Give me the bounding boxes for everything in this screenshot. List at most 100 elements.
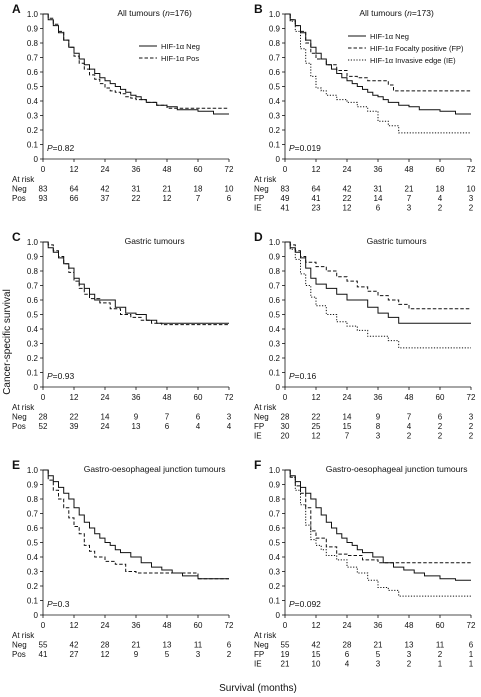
legend-label: HIF-1α Focalty positive (FP)	[370, 44, 464, 53]
y-tick-label: 0.9	[27, 481, 39, 490]
at-risk-count: 18	[436, 185, 445, 194]
x-tick-label: 36	[132, 165, 141, 174]
at-risk-count: 21	[405, 185, 414, 194]
y-tick-label: 0.5	[269, 83, 281, 92]
at-risk-count: 2	[469, 422, 474, 431]
at-risk-count: 15	[312, 650, 321, 659]
at-risk-count: 3	[407, 204, 412, 213]
series-line-dashed	[43, 469, 229, 580]
at-risk-count: 2	[438, 432, 443, 441]
y-tick-label: 0.9	[269, 253, 281, 262]
x-tick-label: 60	[194, 621, 203, 630]
at-risk-group: Neg	[12, 413, 27, 422]
at-risk-group: IE	[254, 204, 262, 213]
at-risk-group: FP	[254, 422, 264, 431]
y-tick-label: 0.8	[27, 39, 39, 48]
panel-F: F00.10.20.30.40.50.60.70.80.91.00 12 24 36 4…	[254, 458, 476, 669]
series-line-solid	[285, 469, 471, 581]
at-risk-count: 41	[39, 650, 48, 659]
at-risk-count: 9	[134, 413, 139, 422]
y-tick-label: 0.7	[27, 510, 39, 519]
y-tick-label: 0.8	[269, 39, 281, 48]
at-risk-count: 21	[132, 641, 141, 650]
series-line-solid	[43, 469, 229, 580]
x-tick-label: 24	[343, 393, 352, 402]
y-tick-label: 0.3	[269, 568, 281, 577]
at-risk-count: 49	[281, 194, 290, 203]
y-tick-label: 0.5	[27, 539, 39, 548]
at-risk-count: 22	[312, 413, 321, 422]
y-tick-label: 0.2	[269, 126, 281, 135]
at-risk-count: 52	[39, 422, 48, 431]
at-risk-count: 13	[405, 641, 414, 650]
at-risk-count: 2	[438, 422, 443, 431]
at-risk-count: 2	[227, 650, 232, 659]
panel-E: E00.10.20.30.40.50.60.70.80.91.00 12 24 36 4…	[12, 458, 234, 659]
y-tick-label: 0	[34, 383, 39, 392]
at-risk-count: 18	[194, 185, 203, 194]
panel-label: E	[12, 458, 20, 472]
at-risk-count: 1	[469, 660, 474, 669]
at-risk-count: 14	[343, 413, 352, 422]
legend-label: HIF-1α Invasive edge (IE)	[370, 56, 456, 65]
at-risk-label: At risk	[12, 631, 35, 640]
x-tick-label: 48	[163, 393, 172, 402]
x-tick-label: 24	[101, 165, 110, 174]
at-risk-count: 5	[376, 650, 381, 659]
y-tick-label: 1.0	[269, 238, 281, 247]
y-tick-label: 0.8	[269, 267, 281, 276]
legend-label: HIF-1α Pos	[161, 54, 199, 63]
panel-title: Gastro-oesophageal junction tumours	[326, 464, 468, 474]
at-risk-count: 9	[376, 413, 381, 422]
at-risk-count: 9	[134, 650, 139, 659]
y-tick-label: 0.2	[27, 582, 39, 591]
x-tick-label: 0	[283, 621, 288, 630]
at-risk-count: 2	[407, 432, 412, 441]
panel-label: C	[12, 230, 21, 244]
y-tick-label: 0	[34, 611, 39, 620]
panel-title: Gastric tumours	[125, 236, 185, 246]
x-tick-label: 12	[70, 165, 79, 174]
at-risk-count: 4	[196, 422, 201, 431]
x-tick-label: 24	[343, 621, 352, 630]
x-tick-label: 36	[374, 393, 383, 402]
at-risk-count: 6	[469, 641, 474, 650]
legend-label: HIF-1α Neg	[161, 42, 200, 51]
figure-xlabel: Survival (months)	[219, 683, 297, 694]
y-tick-label: 1.0	[27, 466, 39, 475]
x-tick-label: 36	[374, 621, 383, 630]
y-tick-label: 0.5	[269, 311, 281, 320]
x-tick-label: 48	[405, 393, 414, 402]
y-tick-label: 0.2	[269, 582, 281, 591]
y-tick-label: 0.2	[269, 354, 281, 363]
y-tick-label: 0.9	[269, 25, 281, 34]
panel-A: A 0 0.1 0.2 0.3 0.4 0.5 0.6 0.7 0.8 0.9 1.0 0 12 24 36 4…	[12, 2, 234, 203]
y-tick-label: 0.2	[27, 126, 39, 135]
series-line-solid	[285, 241, 471, 324]
panel-C: C00.10.20.30.40.50.60.70.80.91.00 12 24 36 4…	[12, 230, 234, 431]
y-tick-label: 0.1	[269, 597, 281, 606]
x-tick-label: 72	[225, 165, 234, 174]
at-risk-count: 41	[281, 204, 290, 213]
at-risk-group: IE	[254, 660, 262, 669]
at-risk-count: 12	[312, 432, 321, 441]
at-risk-label: At risk	[254, 403, 277, 412]
y-tick-label: 0.4	[27, 325, 39, 334]
y-tick-label: 0.3	[269, 112, 281, 121]
panel-label: A	[12, 2, 21, 16]
y-tick-label: 0.6	[27, 524, 39, 533]
x-tick-label: 72	[225, 393, 234, 402]
at-risk-count: 42	[312, 641, 321, 650]
x-tick-label: 24	[101, 393, 110, 402]
at-risk-count: 10	[312, 660, 321, 669]
legend-label: HIF-1α Neg	[370, 32, 409, 41]
at-risk-label: At risk	[254, 175, 277, 184]
series-line-dashed	[285, 241, 471, 310]
at-risk-count: 2	[438, 650, 443, 659]
x-tick-label: 60	[194, 165, 203, 174]
at-risk-count: 7	[407, 194, 412, 203]
at-risk-count: 83	[39, 185, 48, 194]
at-risk-count: 14	[101, 413, 110, 422]
at-risk-count: 1	[469, 650, 474, 659]
at-risk-count: 28	[101, 641, 110, 650]
